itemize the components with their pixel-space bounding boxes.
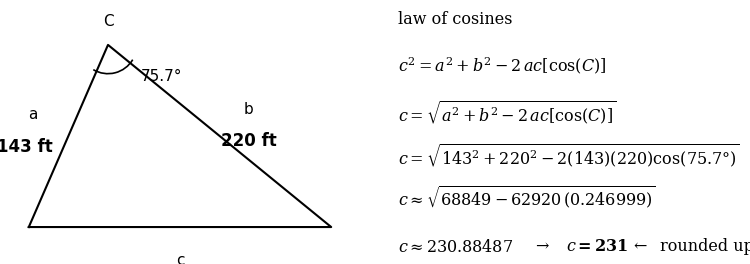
Text: law of cosines: law of cosines <box>398 11 512 27</box>
Text: rounded up: rounded up <box>660 238 750 254</box>
Text: 143 ft: 143 ft <box>0 138 53 155</box>
Text: 220 ft: 220 ft <box>220 132 276 150</box>
Text: a: a <box>28 107 37 122</box>
Text: C: C <box>103 14 113 29</box>
Text: $\rightarrow$: $\rightarrow$ <box>532 238 550 253</box>
Text: c: c <box>176 253 184 264</box>
Text: 75.7°: 75.7° <box>140 69 182 84</box>
Text: $c\approx\sqrt{68849-62920\,(0.246999)}$: $c\approx\sqrt{68849-62920\,(0.246999)}$ <box>398 185 656 211</box>
Text: $c=\sqrt{143^2+220^2-2(143)(220)\cos(75.7°)}$: $c=\sqrt{143^2+220^2-2(143)(220)\cos(75.… <box>398 143 740 169</box>
Text: $c\mathbf{=231}$: $c\mathbf{=231}$ <box>566 238 628 254</box>
Text: $c^2=a^2+b^2-2\,ac[\cos(C)]$: $c^2=a^2+b^2-2\,ac[\cos(C)]$ <box>398 55 606 76</box>
Text: $c=\sqrt{a^2+b^2-2\,ac[\cos(C)]}$: $c=\sqrt{a^2+b^2-2\,ac[\cos(C)]}$ <box>398 100 616 127</box>
Text: $\leftarrow$: $\leftarrow$ <box>630 238 647 253</box>
Text: b: b <box>244 102 254 117</box>
Text: $c\approx230.88487$: $c\approx230.88487$ <box>398 238 513 254</box>
